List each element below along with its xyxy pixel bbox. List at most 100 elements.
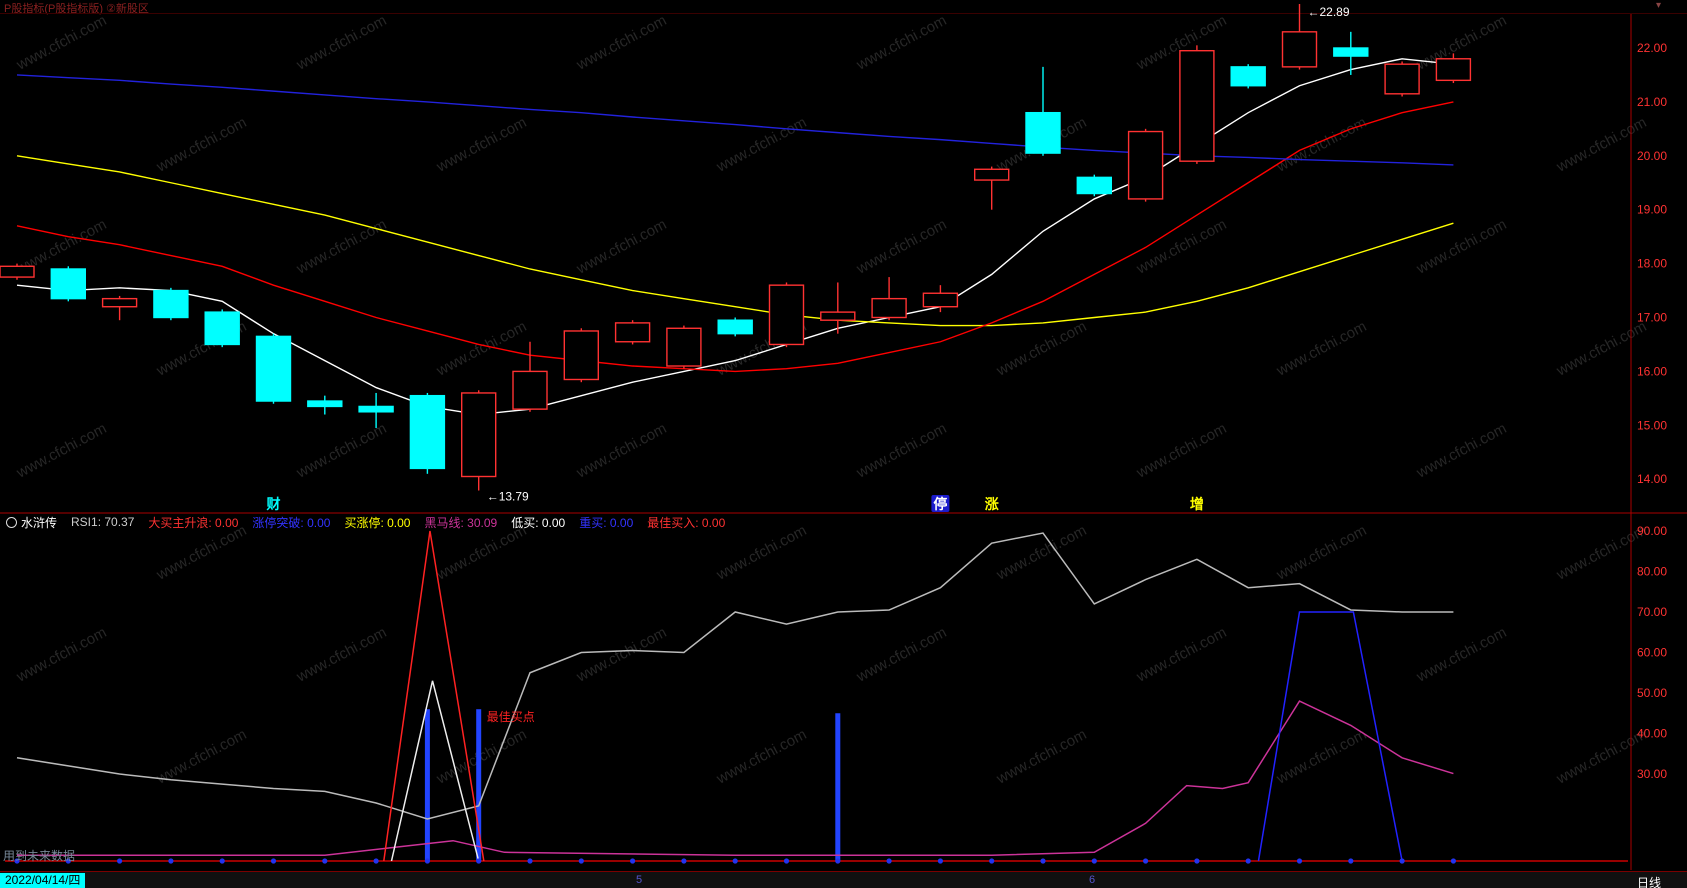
sub-axis-label: 80.00 (1637, 565, 1667, 579)
watermark-text: www.cfchi.com (1133, 420, 1229, 482)
indicator-field-1: 大买主升浪: 0.00 (148, 515, 239, 530)
watermark-text: www.cfchi.com (1273, 726, 1369, 788)
candle-body[interactable] (50, 268, 86, 300)
candle-body[interactable] (0, 265, 35, 278)
watermark-text: www.cfchi.com (853, 12, 949, 74)
candle-body[interactable] (1281, 31, 1318, 68)
sub-axis-label: 30.00 (1637, 767, 1667, 781)
baseline-dot (1040, 858, 1046, 864)
candle-body[interactable] (101, 297, 138, 308)
event-marker-badge (931, 495, 950, 512)
watermark-text: www.cfchi.com (573, 420, 669, 482)
baseline-dot (168, 858, 174, 864)
candle-body[interactable] (153, 289, 189, 319)
watermark-text: www.cfchi.com (1553, 318, 1649, 380)
main-axis-label: 16.00 (1637, 364, 1667, 378)
indicator-name[interactable]: 水浒传 (6, 514, 57, 531)
baseline-dot (835, 858, 841, 864)
indicator-sub-panel[interactable]: 90.00 80.00 70.00 60.00 50.00 40.00 30.00 最佳买点 (5, 524, 1667, 864)
baseline-dot (1194, 858, 1200, 864)
time-axis-mark-1: 6 (1089, 874, 1096, 886)
candle-body[interactable] (307, 400, 343, 408)
candle-body[interactable] (871, 297, 907, 319)
baseline-dot (219, 858, 225, 864)
baseline-dot (630, 858, 636, 864)
main-axis-label: 17.00 (1637, 311, 1667, 325)
indicator-field-2: 涨停突破: 0.00 (252, 515, 331, 530)
baseline-dot (1450, 858, 1456, 864)
period-label[interactable]: 日线 (1637, 876, 1662, 888)
indicator-collapse-icon[interactable] (6, 516, 17, 528)
candle-body[interactable] (1025, 111, 1061, 154)
candle-body[interactable] (1076, 176, 1113, 195)
main-axis-label: 14.00 (1637, 472, 1667, 486)
candle-body[interactable] (1127, 130, 1164, 200)
baseline-dot (578, 858, 584, 864)
main-axis-label: 21.00 (1637, 95, 1667, 109)
watermark-text: www.cfchi.com (573, 624, 669, 686)
baseline-dot (527, 858, 533, 864)
watermark-text: www.cfchi.com (1553, 114, 1649, 176)
event-marker-text: 停 (933, 496, 947, 512)
price-annotation: ←13.79 (487, 490, 529, 504)
event-marker-text: 财 (266, 496, 281, 512)
candle-body[interactable] (255, 335, 292, 402)
candle-body[interactable] (974, 168, 1010, 181)
candle-body[interactable] (1384, 63, 1420, 95)
titlebar-icon[interactable]: ▾ (1655, 0, 1661, 11)
indicator-header: 水浒传 RSI1: 70.37 大买主升浪: 0.00 涨停突破: 0.00 买涨停:… (6, 514, 725, 530)
baseline-dot (14, 858, 20, 864)
watermark-text: www.cfchi.com (153, 114, 249, 176)
candle-body[interactable] (1435, 58, 1472, 82)
indicator-field-3: 买涨停: 0.00 (344, 515, 411, 530)
baseline-dot (1091, 858, 1097, 864)
candle-body[interactable] (614, 322, 651, 343)
status-bar: 2022/04/14/四 日线 5 6 (0, 871, 1687, 888)
candle-body[interactable] (512, 370, 548, 410)
baseline-dot (424, 858, 430, 864)
watermark-text: www.cfchi.com (433, 318, 529, 380)
watermark-text: www.cfchi.com (1273, 318, 1369, 380)
candle-body[interactable] (204, 311, 240, 346)
watermark-text: www.cfchi.com (293, 420, 389, 482)
watermark-text: www.cfchi.com (713, 522, 809, 584)
watermark-text: www.cfchi.com (713, 726, 809, 788)
candle-body[interactable] (820, 311, 856, 321)
time-axis-mark-0: 5 (636, 874, 643, 886)
candle-body[interactable] (358, 405, 394, 413)
watermark-text: www.cfchi.com (853, 624, 949, 686)
watermark-text: www.cfchi.com (293, 216, 389, 278)
watermark-text: www.cfchi.com (1133, 624, 1229, 686)
baseline-dot (1348, 858, 1354, 864)
watermark-text: www.cfchi.com (993, 318, 1089, 380)
current-date-cell[interactable]: 2022/04/14/四 (0, 873, 86, 888)
candle-body[interactable] (409, 394, 446, 470)
candle-body[interactable] (1333, 47, 1369, 57)
watermark-text: www.cfchi.com (573, 12, 669, 74)
watermark-text: www.cfchi.com (13, 12, 109, 74)
candle-body[interactable] (563, 330, 599, 381)
sub-axis-label: 60.00 (1637, 646, 1667, 660)
candles-layer[interactable] (0, 4, 1472, 491)
main-candlestick-panel[interactable]: 22.00 21.00 20.00 19.00 18.00 17.00 16.00 15.00… (16, 5, 1667, 512)
indicator-field-7: 最佳买入: 0.00 (647, 515, 726, 530)
baseline-dot (117, 858, 123, 864)
sub-axis-label: 90.00 (1637, 524, 1667, 538)
candle-body[interactable] (1230, 66, 1266, 87)
candle-body[interactable] (717, 319, 753, 335)
candle-body[interactable] (1179, 49, 1215, 162)
candle-body[interactable] (922, 292, 959, 308)
watermark-text: www.cfchi.com (1413, 624, 1509, 686)
candle-body[interactable] (666, 327, 702, 367)
main-axis-label: 19.00 (1637, 203, 1667, 217)
candle-body[interactable] (768, 284, 805, 346)
indicator-line-重买平台 (1257, 611, 1403, 862)
panel-frame (0, 13, 1687, 870)
future-data-note: 用到未来数据 (3, 849, 76, 863)
baseline-dot (322, 858, 328, 864)
ma-line-MA-mid-red (16, 101, 1454, 373)
watermark-text: www.cfchi.com (1553, 726, 1649, 788)
candle-body[interactable] (461, 392, 497, 478)
